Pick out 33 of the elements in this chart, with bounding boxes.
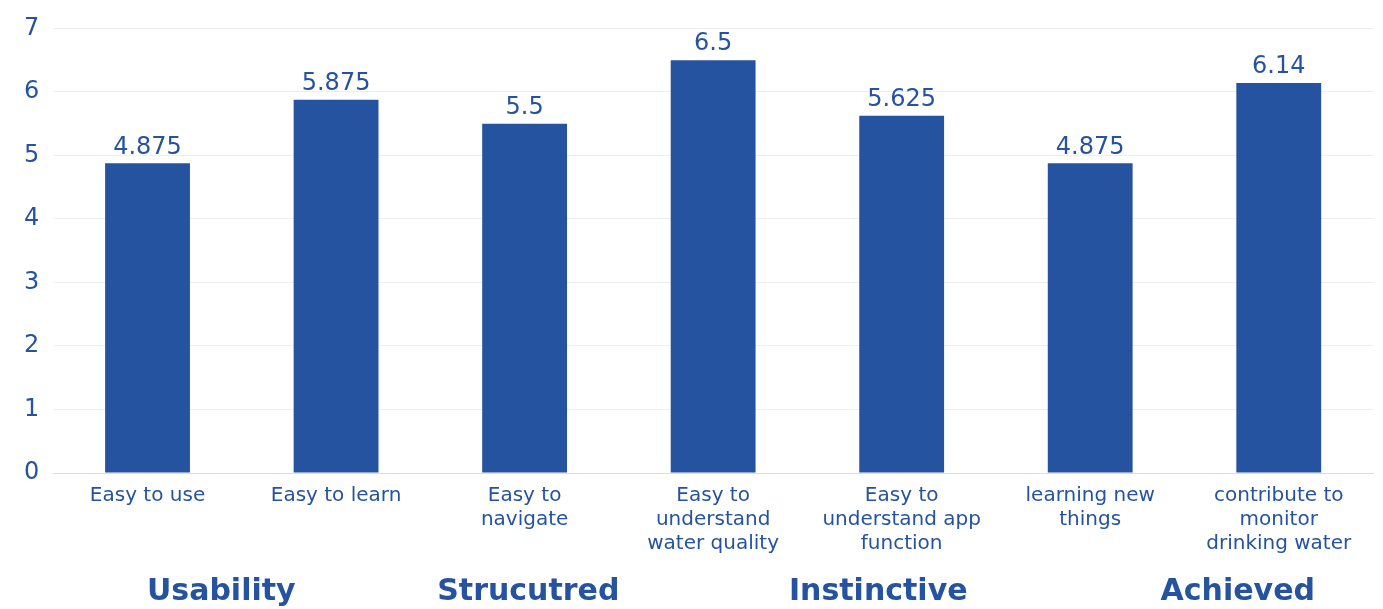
x-tick-label: learning new things bbox=[1025, 482, 1155, 531]
text: Instinctive bbox=[788, 572, 968, 607]
data-label: 5.5 bbox=[505, 91, 544, 120]
y-tick-label: 1 bbox=[23, 393, 40, 422]
text: Strucutred bbox=[437, 572, 620, 607]
y-tick-label: 7 bbox=[23, 12, 40, 41]
data-label: 4.875 bbox=[113, 131, 182, 160]
y-tick-label: 3 bbox=[23, 266, 40, 295]
x-tick-label: Easy to understand app function bbox=[822, 482, 981, 555]
bar bbox=[293, 99, 379, 473]
data-label: 5.875 bbox=[301, 68, 371, 97]
y-tick-label: 6 bbox=[23, 76, 40, 105]
bar bbox=[482, 123, 568, 473]
bar bbox=[859, 115, 945, 473]
text: Usability bbox=[146, 572, 297, 607]
bar bbox=[670, 60, 756, 473]
data-label: 6.14 bbox=[1252, 51, 1306, 80]
bar bbox=[105, 163, 190, 473]
x-tick-label: contribute to monitor drinking water bbox=[1206, 482, 1353, 555]
x-tick-label: Easy to navigate bbox=[480, 482, 569, 531]
bar bbox=[1047, 163, 1133, 473]
data-label: 5.625 bbox=[867, 83, 937, 112]
y-tick-label: 4 bbox=[23, 203, 40, 232]
data-label: 6.5 bbox=[694, 28, 733, 57]
data-label: 4.875 bbox=[1055, 131, 1125, 160]
bar bbox=[1236, 83, 1322, 473]
y-tick-label: 5 bbox=[23, 139, 40, 168]
x-tick-label: Easy to understand water quality bbox=[647, 482, 780, 555]
y-tick-label: 0 bbox=[23, 457, 40, 486]
y-tick-label: 2 bbox=[23, 330, 40, 359]
x-tick-label: Easy to use bbox=[89, 482, 206, 507]
x-tick-label: Easy to learn bbox=[270, 482, 402, 507]
text: Achieved bbox=[1160, 572, 1315, 607]
